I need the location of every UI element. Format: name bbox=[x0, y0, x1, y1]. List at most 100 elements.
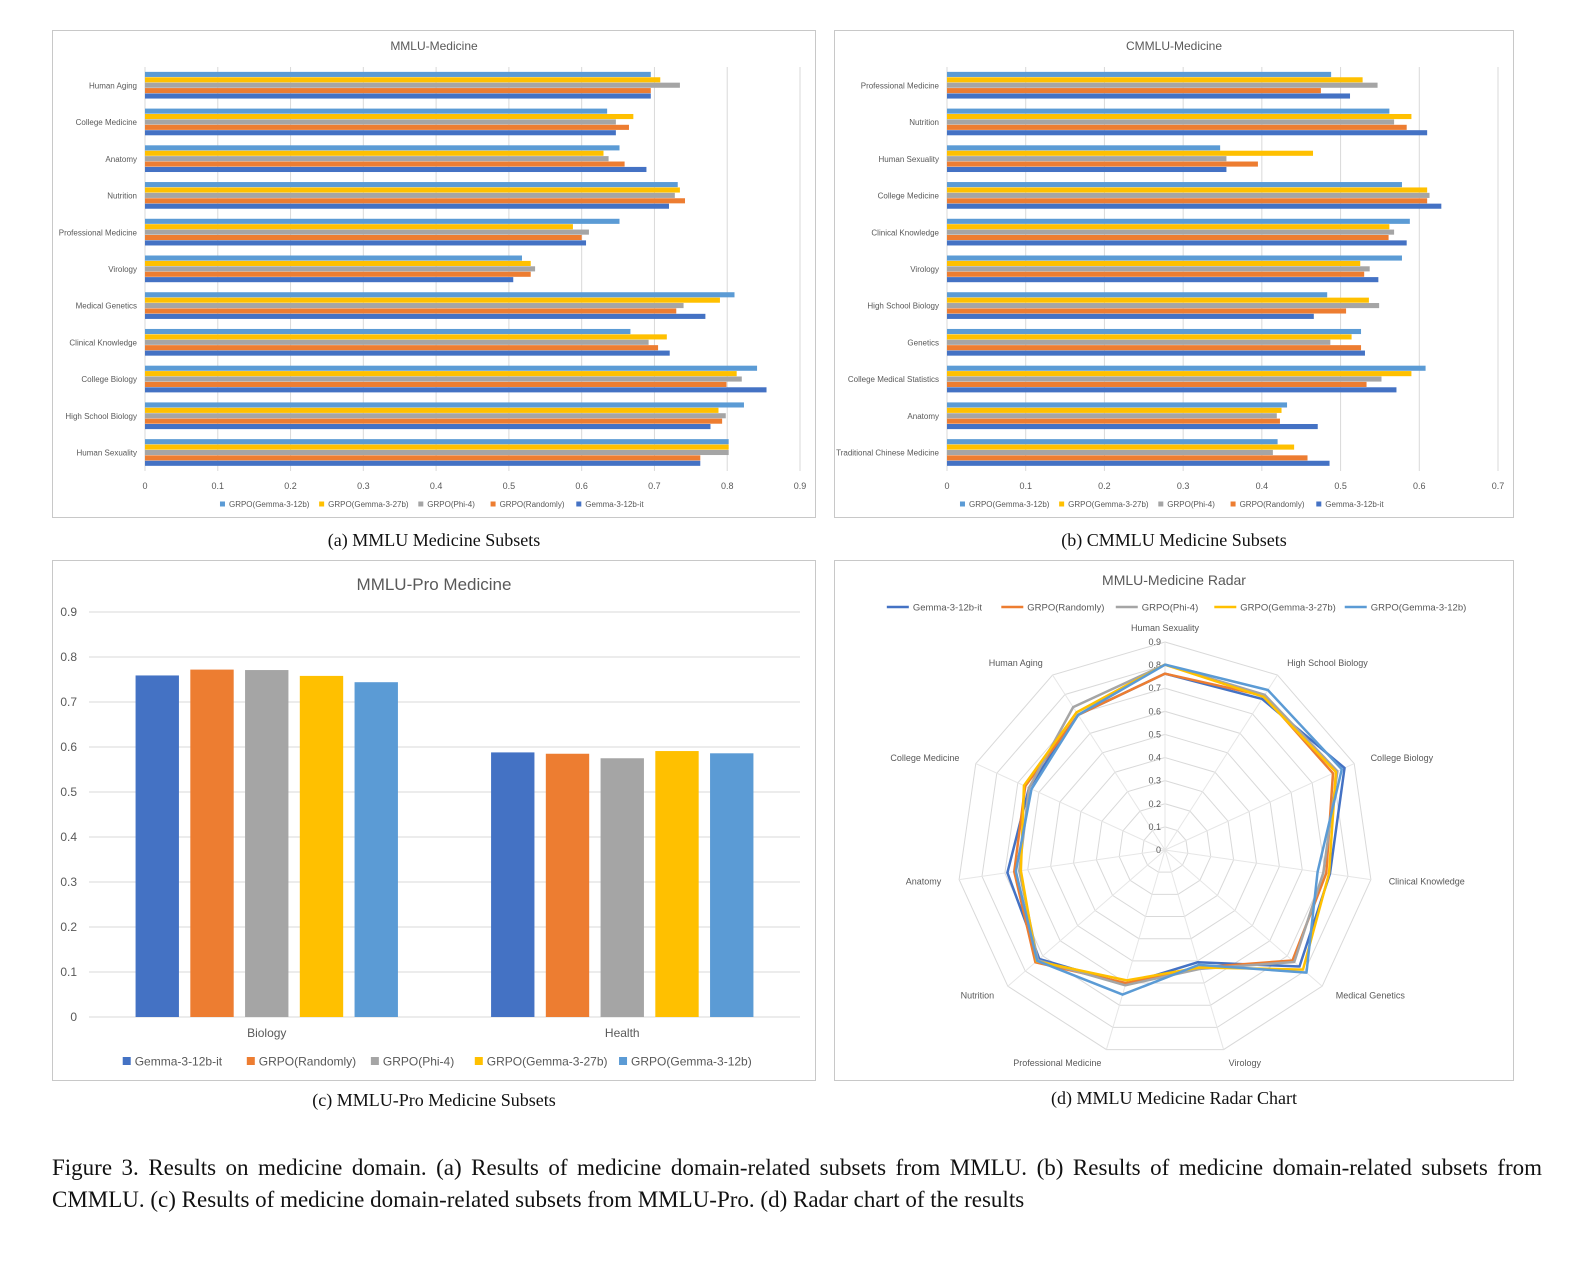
radial-tick-label: 0.2 bbox=[1148, 799, 1161, 809]
category-label-clinical-knowledge: Clinical Knowledge bbox=[69, 338, 137, 347]
axis-label-medical-genetics: Medical Genetics bbox=[1336, 990, 1406, 1000]
axis-label-anatomy: Anatomy bbox=[906, 877, 942, 887]
bar-grpo-gemma-3-12b-health bbox=[710, 753, 754, 1017]
legend: Gemma-3-12b-it GRPO(Randomly) GRPO(Phi-4) G… bbox=[886, 602, 1466, 613]
bar-grpo-phi-4-college-biology bbox=[145, 376, 742, 382]
chart-title: MMLU-Medicine bbox=[390, 39, 478, 53]
bar-grpo-phi-4-traditional-chinese-medicine bbox=[947, 449, 1273, 456]
x-tick-label: 0.8 bbox=[721, 481, 734, 491]
legend-label-grpo-randomly: GRPO(Randomly) bbox=[1027, 602, 1104, 613]
x-tick-label: 0.3 bbox=[357, 481, 370, 491]
bar-grpo-gemma-3-12b-anatomy bbox=[947, 402, 1288, 408]
bar-gemma-3-12b-it-college-medicine bbox=[947, 203, 1442, 209]
bar-grpo-gemma-3-27b-traditional-chinese-medicine bbox=[947, 444, 1295, 450]
bar-gemma-3-12b-it-high-school-biology bbox=[947, 313, 1314, 319]
bar-grpo-phi-4-nutrition bbox=[947, 119, 1395, 125]
legend-swatch-grpo-phi-4 bbox=[370, 1057, 379, 1065]
radar-spoke bbox=[1052, 674, 1166, 851]
category-label-anatomy: Anatomy bbox=[105, 155, 137, 164]
bar-gemma-3-12b-it-traditional-chinese-medicine bbox=[947, 460, 1330, 466]
radial-tick-label: 0.8 bbox=[1148, 660, 1161, 670]
radar-spoke bbox=[1164, 849, 1323, 987]
legend-label-grpo-phi-4: GRPO(Phi-4) bbox=[383, 1054, 454, 1068]
radar-grid-ring-0-9 bbox=[958, 641, 1372, 1051]
bar-grpo-gemma-3-27b-medical-genetics bbox=[145, 297, 720, 303]
y-tick-label: 0.7 bbox=[60, 695, 77, 709]
bar-gemma-3-12b-it-human-sexuality bbox=[145, 460, 701, 466]
category-label-virology: Virology bbox=[910, 265, 939, 274]
x-tick-label: 0.9 bbox=[794, 481, 807, 491]
bar-grpo-randomly-anatomy bbox=[145, 161, 625, 167]
x-tick-label: 0.3 bbox=[1177, 481, 1190, 491]
axis-label-professional-medicine: Professional Medicine bbox=[1013, 1058, 1101, 1068]
bar-grpo-randomly-professional-medicine bbox=[145, 234, 582, 241]
y-tick-label: 0.1 bbox=[60, 965, 77, 979]
y-tick-label: 0.8 bbox=[60, 650, 77, 664]
category-label-medical-genetics: Medical Genetics bbox=[76, 302, 137, 311]
legend-label-grpo-gemma-3-27b: GRPO(Gemma-3-27b) bbox=[1240, 602, 1336, 613]
category-label-high-school-biology: High School Biology bbox=[65, 412, 137, 421]
category-label-college-medical-statistics: College Medical Statistics bbox=[848, 375, 939, 384]
bar-grpo-gemma-3-12b-virology bbox=[145, 255, 522, 261]
bar-grpo-randomly-college-medical-statistics bbox=[947, 381, 1367, 387]
bar-grpo-phi-4-professional-medicine bbox=[145, 229, 589, 235]
bar-grpo-gemma-3-27b-professional-medicine bbox=[145, 224, 573, 230]
chart-panel-c: MMLU-Pro Medicine 0 0.1 0.2 0.3 0.4 0.5 0.6 0.7 0… bbox=[52, 560, 816, 1081]
bar-grpo-randomly-clinical-knowledge bbox=[145, 345, 659, 351]
chart-title: CMMLU-Medicine bbox=[1126, 39, 1222, 53]
x-tick-label: 0.2 bbox=[1098, 481, 1111, 491]
category-label-high-school-biology: High School Biology bbox=[867, 302, 939, 311]
radar-spoke bbox=[959, 849, 1166, 881]
bar-grpo-gemma-3-12b-clinical-knowledge bbox=[947, 218, 1410, 224]
category-label-anatomy: Anatomy bbox=[907, 412, 939, 421]
bar-grpo-gemma-3-12b-college-medicine bbox=[947, 182, 1402, 188]
bar-grpo-phi-4-clinical-knowledge bbox=[947, 229, 1395, 235]
bar-grpo-phi-4-genetics bbox=[947, 339, 1331, 345]
axis-label-virology: Virology bbox=[1229, 1058, 1262, 1068]
bar-grpo-randomly-health bbox=[545, 753, 590, 1017]
bar-gemma-3-12b-it-professional-medicine bbox=[145, 240, 587, 246]
y-tick-label: 0.6 bbox=[60, 740, 77, 754]
bar-gemma-3-12b-it-college-medical-statistics bbox=[947, 387, 1397, 393]
bar-grpo-gemma-3-12b-medical-genetics bbox=[145, 292, 735, 298]
bar-gemma-3-12b-it-human-aging bbox=[145, 93, 651, 99]
bar-gemma-3-12b-it-clinical-knowledge bbox=[947, 240, 1407, 246]
bar-grpo-gemma-3-27b-health bbox=[655, 751, 699, 1017]
bar-grpo-gemma-3-27b-human-sexuality bbox=[947, 150, 1314, 156]
bar-grpo-phi-4-health bbox=[600, 758, 644, 1017]
figure-caption: Figure 3. Results on medicine domain. (a… bbox=[52, 1155, 1542, 1212]
radial-tick-label: 0.4 bbox=[1148, 753, 1161, 763]
bar-grpo-gemma-3-27b-human-sexuality bbox=[145, 444, 729, 450]
y-tick-label: 0.9 bbox=[60, 605, 77, 619]
category-label-human-sexuality: Human Sexuality bbox=[77, 449, 137, 458]
y-tick-label: 0.2 bbox=[60, 920, 77, 934]
axis-label-college-medicine: College Medicine bbox=[890, 753, 959, 763]
x-tick-label: 0.6 bbox=[575, 481, 588, 491]
bar-grpo-gemma-3-27b-professional-medicine bbox=[947, 77, 1363, 83]
legend-label-grpo-gemma-3-27b: GRPO(Gemma-3-27b) bbox=[328, 500, 409, 509]
x-tick-label: 0.4 bbox=[430, 481, 443, 491]
mmlu-medicine-bar-chart: MMLU-Medicine 0 0.1 0.2 0.3 0.4 0.5 0.6 0.7 0.8 0.… bbox=[59, 39, 807, 509]
category-label-human-sexuality: Human Sexuality bbox=[879, 155, 939, 164]
bar-grpo-phi-4-virology bbox=[947, 266, 1370, 272]
bar-grpo-gemma-3-12b-virology bbox=[947, 255, 1402, 261]
radar-spoke bbox=[1105, 849, 1166, 1050]
legend-label-gemma-3-12b-it: Gemma-3-12b-it bbox=[1325, 500, 1384, 509]
category-label-human-aging: Human Aging bbox=[89, 81, 137, 90]
bar-grpo-randomly-genetics bbox=[947, 345, 1362, 351]
bar-grpo-phi-4-human-sexuality bbox=[145, 449, 729, 456]
bar-grpo-gemma-3-12b-high-school-biology bbox=[947, 292, 1328, 298]
bar-grpo-gemma-3-27b-virology bbox=[145, 260, 531, 266]
bar-grpo-gemma-3-27b-high-school-biology bbox=[145, 407, 719, 413]
x-tick-label: 0.1 bbox=[212, 481, 225, 491]
radar-series-grpo-phi-4 bbox=[1018, 663, 1339, 987]
radial-tick-label: 0.7 bbox=[1148, 683, 1161, 693]
chart-panel-d: MMLU-Medicine Radar Gemma-3-12b-it GRPO(Ra… bbox=[834, 560, 1514, 1081]
bar-grpo-randomly-traditional-chinese-medicine bbox=[947, 455, 1308, 461]
axis-label-nutrition: Nutrition bbox=[961, 990, 995, 1000]
bar-gemma-3-12b-it-medical-genetics bbox=[145, 313, 706, 319]
legend-swatch-grpo-gemma-3-27b bbox=[474, 1057, 483, 1065]
radar-grid-ring-0-6 bbox=[1027, 710, 1303, 984]
subcaption-b: (b) CMMLU Medicine Subsets bbox=[1061, 530, 1287, 550]
bar-grpo-phi-4-college-medical-statistics bbox=[947, 376, 1382, 382]
